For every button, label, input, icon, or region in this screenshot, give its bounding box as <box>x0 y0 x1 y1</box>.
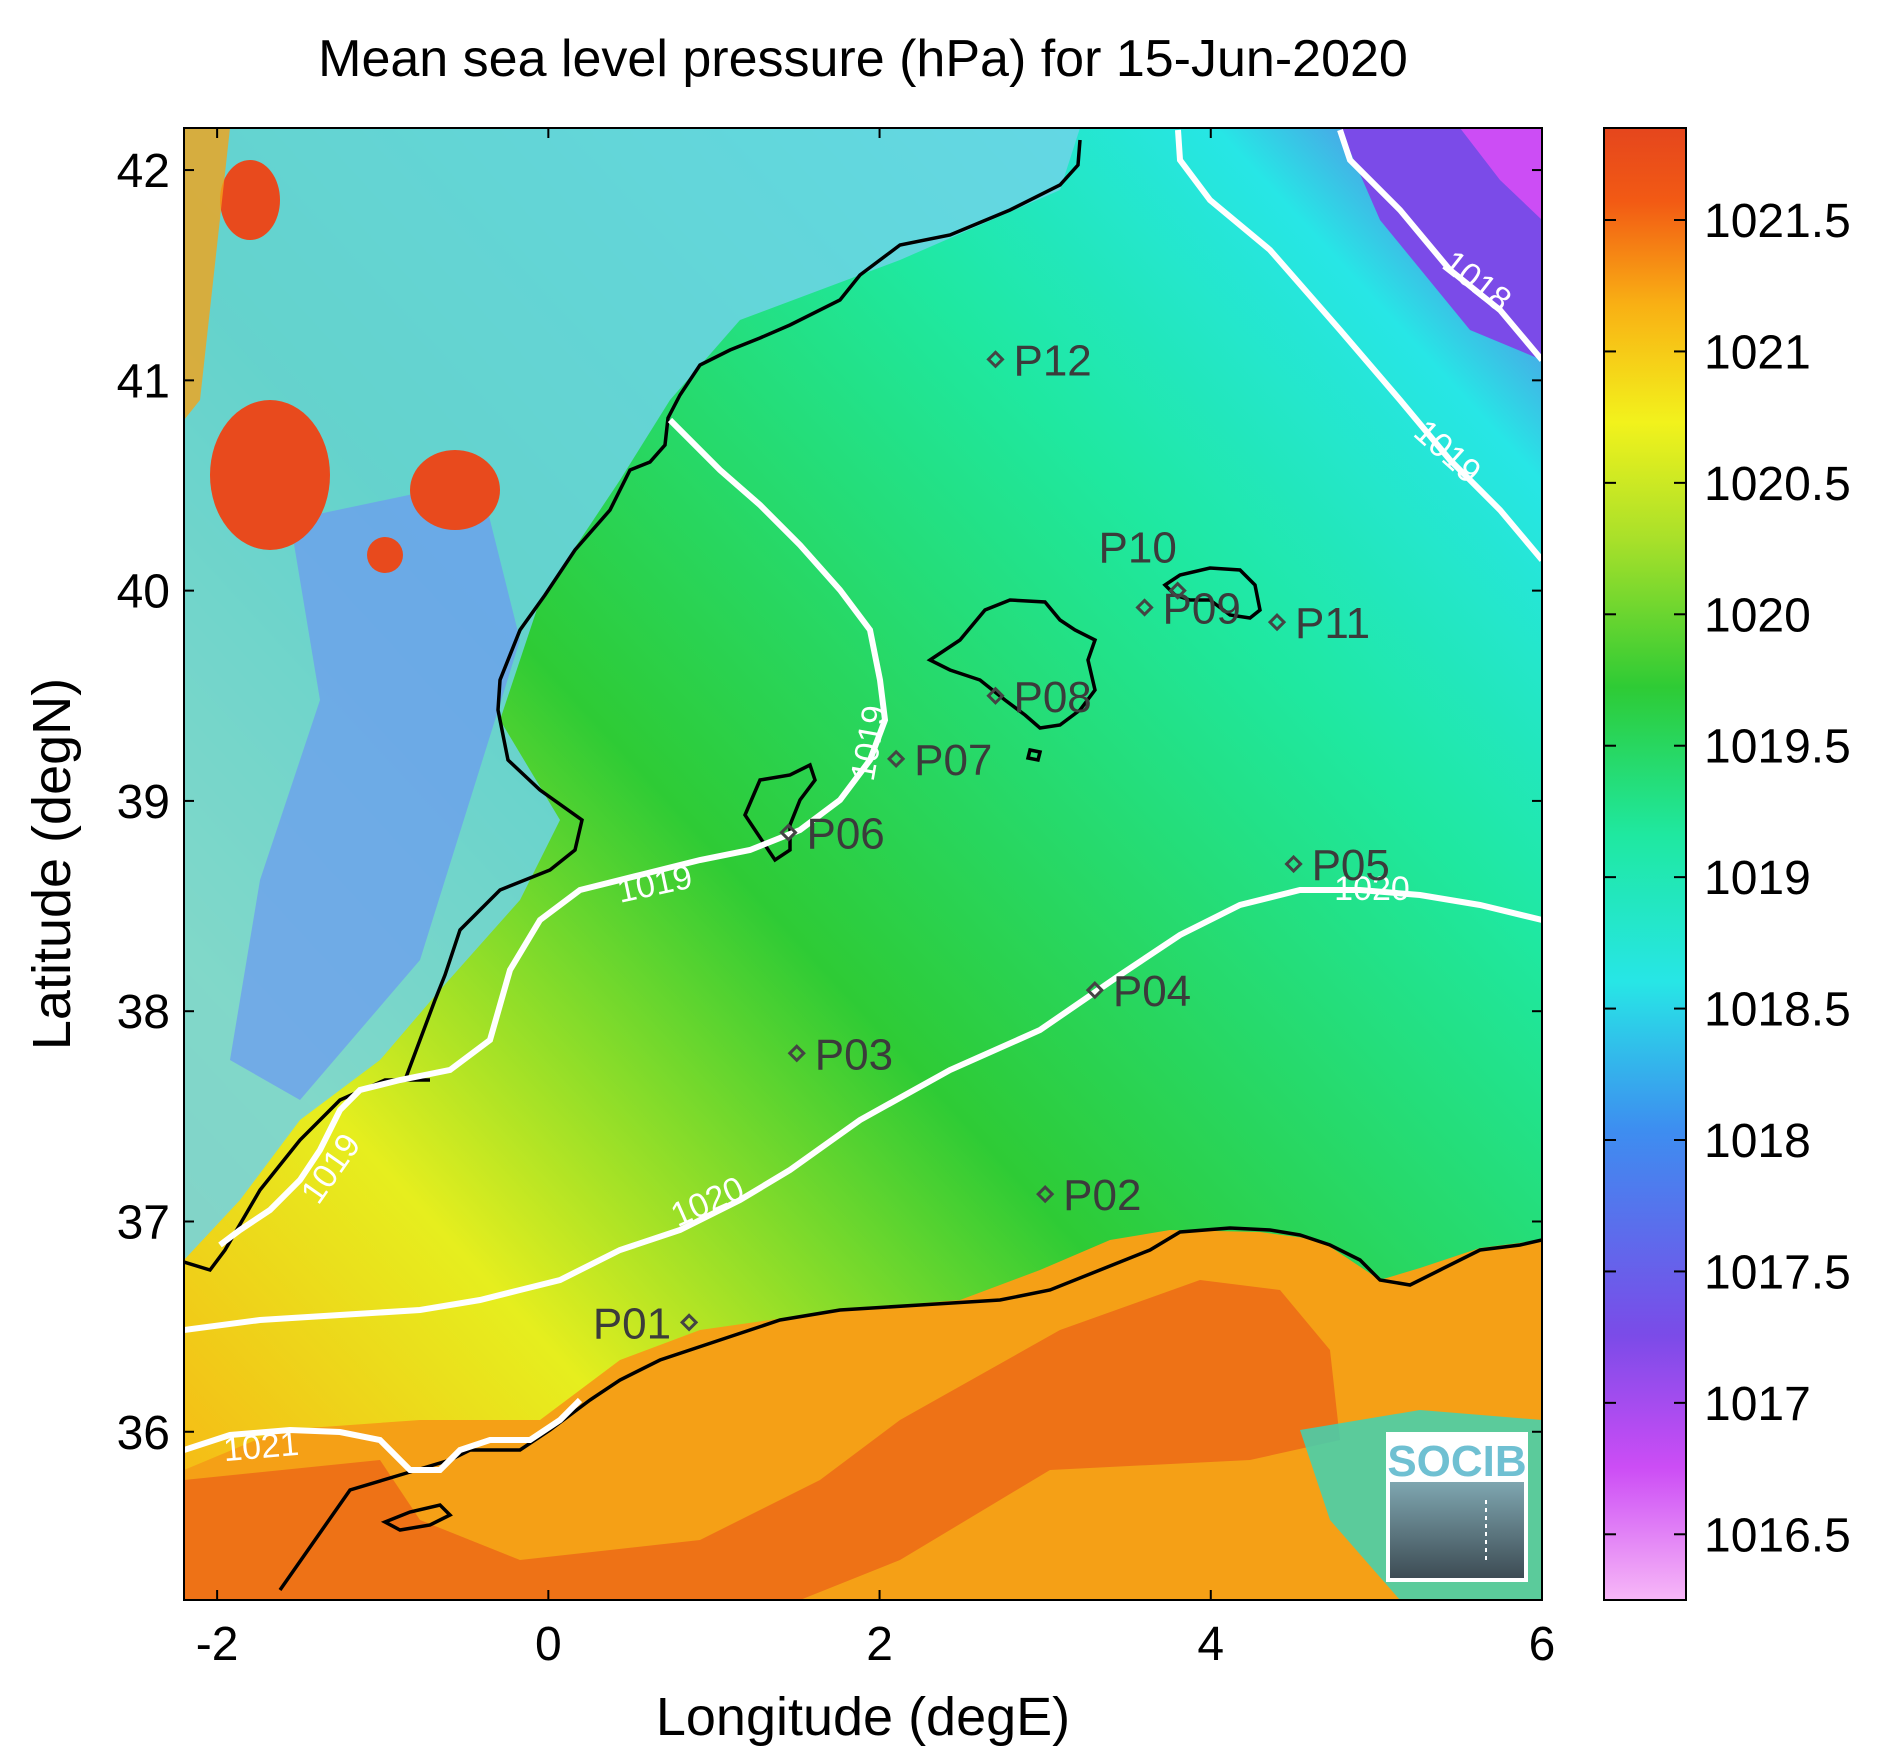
y-axis-label: Latitude (degN) <box>22 678 82 1050</box>
colorbar-tick-label: 1019 <box>1704 852 1811 905</box>
station-marker <box>1168 581 1187 600</box>
station-label: P06 <box>806 809 884 858</box>
x-tick-label: 2 <box>866 1618 893 1671</box>
y-tick-label: 38 <box>117 986 170 1039</box>
colorbar: 1016.5 1017 1017.5 1018 1018.5 1019 1019.5 1020… <box>1603 127 1851 1601</box>
station-p01: P01 <box>593 1299 699 1348</box>
x-tick-label: 0 <box>535 1618 562 1671</box>
stations-layer: P01 P02 P03 P04 P05 P06 P07 P08 P09 P10 P11 P12 <box>593 336 1390 1348</box>
x-tick-label: 6 <box>1529 1618 1556 1671</box>
coastline-iberia <box>184 139 1082 1273</box>
contour-1018 <box>1337 129 1542 362</box>
ne-low-corner-center <box>1460 128 1542 220</box>
y-tick-label: 42 <box>117 145 170 198</box>
station-p05: P05 <box>1284 841 1390 890</box>
station-marker <box>1284 854 1303 874</box>
station-label: P04 <box>1113 967 1191 1016</box>
map-area: 1018 1019 1019 1019 1019 1020 1020 1021 … <box>184 128 1542 1600</box>
y-tick-label: 40 <box>117 566 170 619</box>
y-tick-label: 36 <box>117 1407 170 1460</box>
plot-frame <box>183 127 1543 1601</box>
iberia-hot-spot <box>210 400 330 550</box>
iberia-hot-spot <box>220 160 280 240</box>
station-p04: P04 <box>1085 967 1191 1016</box>
station-label: P11 <box>1295 599 1370 648</box>
contour-label-1020-east: 1020 <box>1334 870 1410 908</box>
contour-1019-upper <box>218 417 889 1248</box>
station-p11: P11 <box>1267 599 1370 648</box>
station-p02: P02 <box>1036 1171 1141 1220</box>
colorbar-tick-label: 1020.5 <box>1704 458 1851 511</box>
y-tick-label: 37 <box>117 1196 170 1249</box>
station-label: P12 <box>1013 336 1091 385</box>
iberia-hot-spot <box>410 450 500 530</box>
x-axis-label: Longitude (degE) <box>656 1687 1070 1747</box>
iberia-low-zone <box>230 480 520 1100</box>
station-p10: P10 <box>1099 524 1187 600</box>
station-p06: P06 <box>779 809 885 858</box>
station-label: P07 <box>914 736 992 785</box>
station-marker <box>1036 1185 1055 1204</box>
station-label: P05 <box>1312 841 1390 890</box>
socib-logo-text: SOCIB <box>1387 1437 1526 1486</box>
station-label: P02 <box>1063 1171 1141 1220</box>
station-label: P03 <box>815 1030 893 1079</box>
africa-hot-zone <box>184 1280 1340 1600</box>
colorbar-tick-label: 1016.5 <box>1704 1509 1851 1562</box>
island-menorca <box>1162 566 1262 620</box>
coastline-alboran <box>380 1503 453 1532</box>
station-marker <box>779 823 798 842</box>
station-label: P08 <box>1013 673 1091 722</box>
station-marker <box>986 686 1005 705</box>
station-marker <box>1135 598 1154 617</box>
island-cabrera <box>1025 747 1043 763</box>
station-p03: P03 <box>787 1030 893 1079</box>
station-marker <box>1085 981 1104 1000</box>
station-p07: P07 <box>887 736 992 785</box>
station-marker <box>1267 613 1287 632</box>
colorbar-ticks: 1016.5 1017 1017.5 1018 1018.5 1019 1019.5 1020… <box>1604 195 1851 1562</box>
x-tick-label: -2 <box>196 1618 239 1671</box>
contour-1021 <box>184 1397 583 1473</box>
station-marker <box>679 1313 699 1332</box>
iberia-green-band <box>184 128 230 420</box>
y-tick-label: 39 <box>117 776 170 829</box>
colorbar-tick-label: 1021 <box>1704 326 1811 379</box>
station-marker <box>887 749 906 768</box>
contour-label-1021: 1021 <box>222 1425 301 1469</box>
contour-1020 <box>184 887 1542 1333</box>
x-tick-label: 4 <box>1197 1618 1224 1671</box>
colorbar-tick-label: 1017.5 <box>1704 1246 1851 1299</box>
y-axis: 36 37 38 39 40 41 42 <box>117 145 1542 1460</box>
contour-1019-ne <box>1175 129 1542 562</box>
station-p12: P12 <box>986 336 1092 385</box>
colorbar-tick-label: 1018 <box>1704 1115 1811 1168</box>
station-label: P01 <box>593 1299 671 1348</box>
station-label: P10 <box>1099 524 1177 573</box>
station-marker <box>787 1044 806 1063</box>
socib-logo: SOCIB <box>1386 1432 1528 1582</box>
colorbar-tick-label: 1018.5 <box>1704 984 1851 1037</box>
chart-title: Mean sea level pressure (hPa) for 15-Jun… <box>318 30 1408 88</box>
colorbar-gradient <box>1603 127 1687 1601</box>
coastline-africa <box>278 1226 1542 1592</box>
colorbar-tick-label: 1019.5 <box>1704 721 1851 774</box>
station-p08: P08 <box>986 673 1092 722</box>
x-axis: -2 0 2 4 6 <box>196 128 1556 1671</box>
iberia-land-field <box>184 128 1080 1260</box>
colorbar-tick-label: 1021.5 <box>1704 195 1851 248</box>
iberia-hot-spot <box>367 537 403 573</box>
colorbar-tick-label: 1020 <box>1704 589 1811 642</box>
station-label: P09 <box>1163 584 1241 633</box>
y-tick-label: 41 <box>117 355 170 408</box>
colorbar-tick-label: 1017 <box>1704 1378 1811 1431</box>
station-p09: P09 <box>1135 584 1241 633</box>
station-marker <box>986 350 1005 369</box>
